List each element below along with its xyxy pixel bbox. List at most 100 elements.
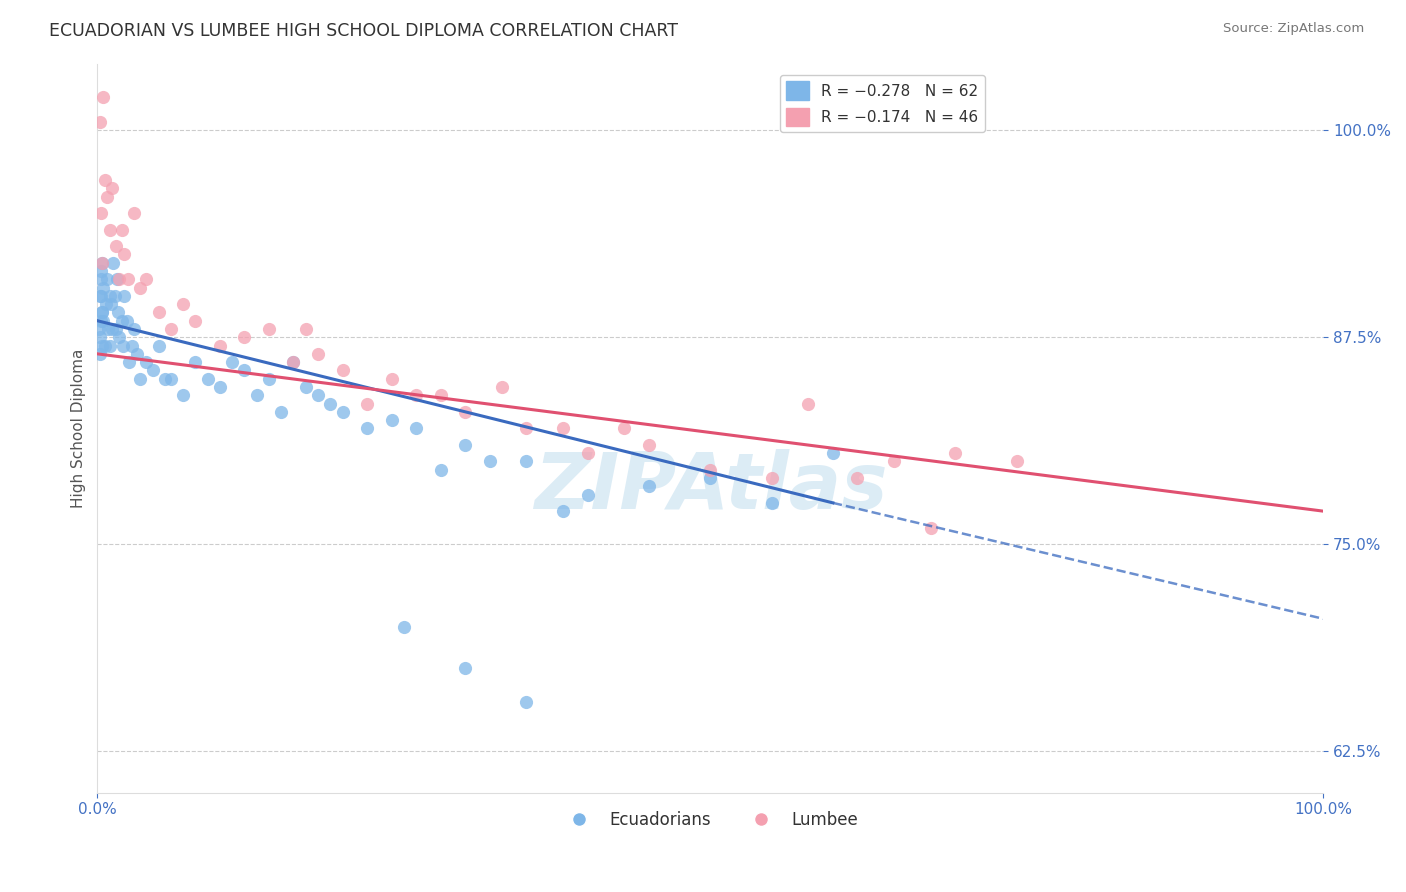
Point xyxy=(454,438,477,452)
Point xyxy=(89,330,111,344)
Point xyxy=(111,314,134,328)
Point xyxy=(96,189,118,203)
Point xyxy=(108,272,131,286)
Point xyxy=(111,222,134,236)
Point xyxy=(283,355,305,369)
Point xyxy=(90,289,112,303)
Point xyxy=(172,297,194,311)
Point xyxy=(112,289,135,303)
Text: ECUADORIAN VS LUMBEE HIGH SCHOOL DIPLOMA CORRELATION CHART: ECUADORIAN VS LUMBEE HIGH SCHOOL DIPLOMA… xyxy=(49,22,678,40)
Point xyxy=(125,347,148,361)
Point xyxy=(115,314,138,328)
Point xyxy=(332,363,354,377)
Point xyxy=(638,479,661,493)
Point xyxy=(197,372,219,386)
Point xyxy=(122,322,145,336)
Point xyxy=(90,264,112,278)
Point xyxy=(294,380,316,394)
Point xyxy=(257,372,280,386)
Point xyxy=(208,380,231,394)
Point xyxy=(270,405,292,419)
Point xyxy=(454,661,477,675)
Point xyxy=(89,289,111,303)
Point xyxy=(699,471,721,485)
Point xyxy=(233,330,256,344)
Point xyxy=(221,355,243,369)
Point xyxy=(90,314,112,328)
Point xyxy=(89,115,111,129)
Point xyxy=(429,388,451,402)
Point xyxy=(117,272,139,286)
Point xyxy=(294,322,316,336)
Point xyxy=(405,421,427,435)
Point xyxy=(87,322,110,336)
Point xyxy=(160,372,183,386)
Point xyxy=(118,355,141,369)
Point xyxy=(233,363,256,377)
Point xyxy=(283,355,305,369)
Point xyxy=(91,305,114,319)
Point xyxy=(761,471,783,485)
Point xyxy=(821,446,844,460)
Point xyxy=(846,471,869,485)
Point xyxy=(121,338,143,352)
Point xyxy=(93,314,115,328)
Point xyxy=(429,463,451,477)
Point xyxy=(160,322,183,336)
Point xyxy=(184,355,207,369)
Point xyxy=(94,297,117,311)
Point xyxy=(108,330,131,344)
Point xyxy=(172,388,194,402)
Point xyxy=(90,272,112,286)
Point xyxy=(761,496,783,510)
Point xyxy=(148,338,170,352)
Point xyxy=(307,388,329,402)
Point xyxy=(638,438,661,452)
Point xyxy=(356,396,378,410)
Point xyxy=(392,620,415,634)
Point xyxy=(478,454,501,468)
Point xyxy=(129,280,152,294)
Point xyxy=(90,305,112,319)
Point xyxy=(945,446,967,460)
Point xyxy=(93,173,115,187)
Point xyxy=(576,446,599,460)
Point xyxy=(107,305,129,319)
Point xyxy=(153,372,176,386)
Point xyxy=(141,363,163,377)
Point xyxy=(103,289,125,303)
Text: ZIPAtlas: ZIPAtlas xyxy=(533,449,887,524)
Point xyxy=(613,421,636,435)
Point xyxy=(332,405,354,419)
Point xyxy=(515,695,537,709)
Legend: Ecuadorians, Lumbee: Ecuadorians, Lumbee xyxy=(557,804,865,835)
Point xyxy=(257,322,280,336)
Point xyxy=(699,463,721,477)
Point xyxy=(89,347,111,361)
Point xyxy=(104,322,127,336)
Point xyxy=(101,322,124,336)
Point xyxy=(319,396,342,410)
Point xyxy=(112,338,135,352)
Point xyxy=(93,338,115,352)
Point xyxy=(129,372,152,386)
Point xyxy=(576,487,599,501)
Point xyxy=(1005,454,1028,468)
Point xyxy=(98,222,121,236)
Point xyxy=(135,272,157,286)
Point xyxy=(515,454,537,468)
Point xyxy=(97,322,120,336)
Point xyxy=(98,338,121,352)
Point xyxy=(405,388,427,402)
Point xyxy=(246,388,269,402)
Point xyxy=(91,256,114,270)
Point xyxy=(184,314,207,328)
Y-axis label: High School Diploma: High School Diploma xyxy=(72,349,86,508)
Point xyxy=(381,372,404,386)
Point xyxy=(135,355,157,369)
Point xyxy=(91,338,114,352)
Point xyxy=(553,421,575,435)
Point xyxy=(515,421,537,435)
Point xyxy=(148,305,170,319)
Point xyxy=(103,256,125,270)
